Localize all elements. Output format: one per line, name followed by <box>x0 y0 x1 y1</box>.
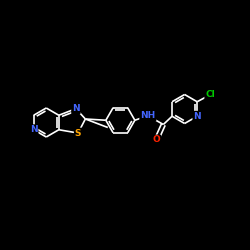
Text: O: O <box>152 136 160 144</box>
Text: N: N <box>193 112 201 121</box>
Text: N: N <box>30 125 38 134</box>
Text: N: N <box>72 104 80 113</box>
Text: NH: NH <box>140 111 156 120</box>
Text: S: S <box>75 128 81 138</box>
Text: Cl: Cl <box>205 90 215 99</box>
